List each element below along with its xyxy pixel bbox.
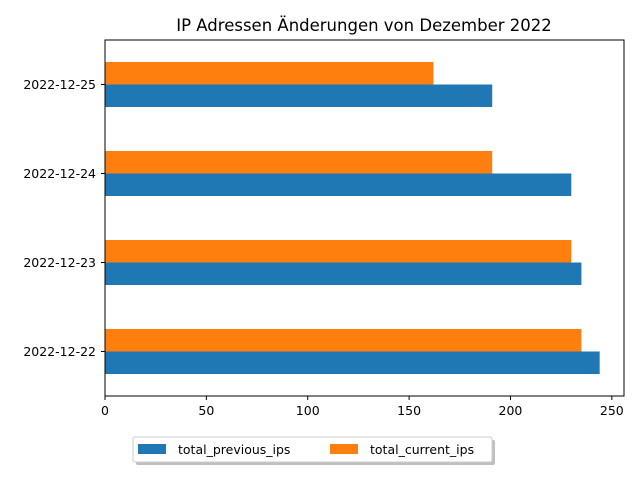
x-tick-label: 150 — [397, 403, 421, 418]
plot-frame — [104, 39, 625, 397]
x-tick-label: 100 — [296, 403, 320, 418]
x-tick-label: 50 — [198, 403, 214, 418]
y-axis: 2022-12-22 2022-12-23 2022-12-24 2022-12-25 — [23, 77, 105, 359]
bar-total_previous_ips-2022-12-24 — [105, 173, 572, 196]
bar-total_previous_ips-2022-12-22 — [105, 351, 600, 374]
legend-entries: total_previous_ips total_current_ips — [138, 442, 474, 457]
bar-total_current_ips-2022-12-25 — [105, 62, 434, 85]
bars-group — [105, 62, 600, 374]
legend-swatch-total_current_ips — [330, 444, 358, 454]
bar-total_current_ips-2022-12-23 — [105, 240, 572, 263]
legend-label-total_previous_ips: total_previous_ips — [178, 442, 290, 457]
legend-swatch-total_previous_ips — [138, 444, 166, 454]
y-tick-label: 2022-12-24 — [23, 166, 96, 181]
x-tick-label: 200 — [499, 403, 523, 418]
legend-box — [132, 436, 493, 463]
legend: total_previous_ips total_current_ips — [132, 436, 495, 465]
bar-total_current_ips-2022-12-22 — [105, 329, 582, 352]
y-tick-label: 2022-12-23 — [23, 255, 96, 270]
y-tick-label: 2022-12-25 — [23, 77, 96, 92]
chart-title: IP Adressen Änderungen von Dezember 2022 — [176, 16, 552, 35]
legend-label-total_current_ips: total_current_ips — [370, 442, 474, 457]
bar-total_current_ips-2022-12-24 — [105, 151, 493, 174]
bar-total_previous_ips-2022-12-25 — [105, 84, 493, 107]
x-tick-label: 0 — [101, 403, 109, 418]
x-axis: 0 50 100 150 200 250 — [101, 396, 624, 418]
y-tick-label: 2022-12-22 — [23, 344, 96, 359]
x-tick-label: 250 — [600, 403, 624, 418]
bar-total_previous_ips-2022-12-23 — [105, 262, 582, 285]
